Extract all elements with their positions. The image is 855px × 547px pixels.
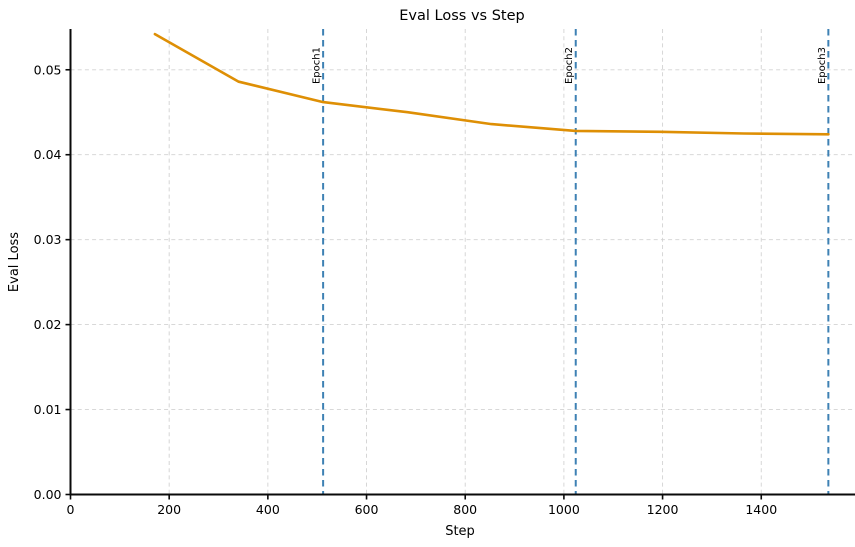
tick-labels: 0 200 400 600 800 1000 1200 1400 0.00 0.01 0.02 0.0…: [34, 62, 778, 517]
x-axis-label: Step: [445, 524, 475, 539]
x-tick-label: 1000: [548, 502, 580, 517]
x-tick-label: 1200: [647, 502, 679, 517]
y-axis-label: Eval Loss: [7, 232, 22, 292]
x-tick-label: 200: [157, 502, 181, 517]
loss-curve: [153, 32, 830, 136]
x-tick-label: 800: [453, 502, 477, 517]
y-tick-label: 0.02: [34, 317, 62, 332]
gridlines: [70, 29, 855, 495]
x-tick-label: 0: [67, 502, 75, 517]
epoch-marker-label: Epoch2: [564, 47, 575, 84]
x-tick-label: 600: [355, 502, 379, 517]
y-tick-label: 0.05: [34, 62, 62, 77]
x-tick-label: 1400: [745, 502, 777, 517]
epoch-marker-label: Epoch3: [817, 47, 828, 84]
y-tick-label: 0.04: [34, 147, 62, 162]
epoch-marker-label: Epoch1: [312, 47, 323, 84]
x-tick-label: 400: [256, 502, 280, 517]
chart-title: Eval Loss vs Step: [399, 8, 524, 24]
y-tick-label: 0.03: [34, 232, 62, 247]
axes: [65, 29, 855, 500]
y-tick-label: 0.00: [34, 487, 62, 502]
y-tick-label: 0.01: [34, 402, 62, 417]
epoch-markers: Epoch1 Epoch2 Epoch3: [312, 29, 830, 495]
